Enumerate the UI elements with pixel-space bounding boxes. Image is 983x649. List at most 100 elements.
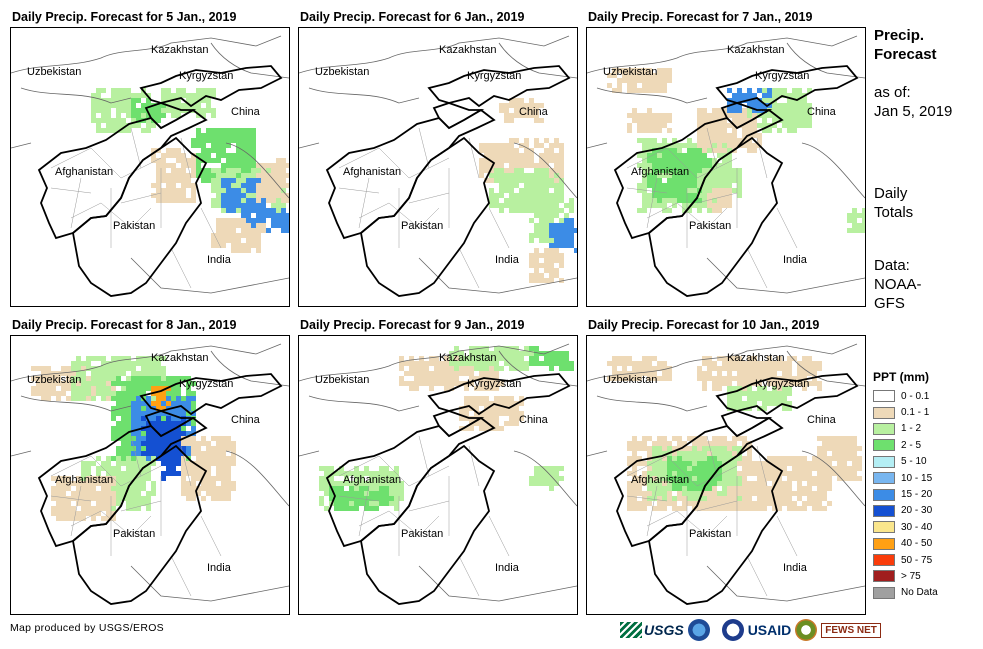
precip-cell — [524, 193, 529, 198]
precip-cell — [81, 381, 86, 386]
precip-cell — [156, 366, 161, 371]
precip-cell — [539, 193, 544, 198]
precip-cell — [96, 88, 101, 93]
precip-cell — [231, 183, 236, 188]
precip-cell — [712, 173, 717, 178]
precip-cell — [682, 198, 687, 203]
precip-cell — [652, 78, 657, 83]
precip-cell — [647, 123, 652, 128]
precip-cell — [717, 188, 722, 193]
precip-cell — [847, 213, 852, 218]
precip-cell — [126, 93, 131, 98]
precip-cell — [71, 366, 76, 371]
precip-cell — [206, 168, 211, 173]
precip-cell — [251, 233, 256, 238]
precip-cell — [211, 108, 216, 113]
precip-cell — [662, 198, 667, 203]
precip-cell — [111, 381, 116, 386]
precip-cell — [246, 218, 251, 223]
precip-cell — [166, 88, 171, 93]
precip-cell — [141, 361, 146, 366]
precip-cell — [176, 148, 181, 153]
precip-cell — [534, 208, 539, 213]
precip-cell — [266, 193, 271, 198]
precip-cell — [559, 253, 564, 258]
precip-cell — [652, 143, 657, 148]
precip-cell — [509, 163, 514, 168]
precip-cell — [499, 158, 504, 163]
precip-cell — [141, 391, 146, 396]
precip-cell — [767, 103, 772, 108]
precip-cell — [221, 238, 226, 243]
precip-cell — [662, 78, 667, 83]
precip-cell — [101, 361, 106, 366]
precip-cell — [622, 73, 627, 78]
precip-cell — [116, 103, 121, 108]
precip-cell — [211, 233, 216, 238]
precip-cell — [549, 218, 554, 223]
precip-cell — [221, 233, 226, 238]
precip-cell — [176, 108, 181, 113]
precip-cell — [41, 366, 46, 371]
precip-cell — [236, 233, 241, 238]
precip-cell — [484, 158, 489, 163]
precip-cell — [91, 356, 96, 361]
precip-cell — [96, 366, 101, 371]
precip-cell — [191, 391, 196, 396]
precip-cell — [231, 153, 236, 158]
precip-cell — [211, 113, 216, 118]
precip-cell — [126, 381, 131, 386]
precip-cell — [41, 376, 46, 381]
precip-cell — [156, 188, 161, 193]
precip-cell — [534, 248, 539, 253]
precip-cell — [712, 168, 717, 173]
precip-cell — [271, 173, 276, 178]
precip-cell — [116, 411, 121, 416]
precip-cell — [544, 268, 549, 273]
precip-cell — [677, 143, 682, 148]
precip-cell — [737, 193, 742, 198]
precip-cell — [792, 128, 797, 133]
precip-cell — [106, 391, 111, 396]
precip-cell — [772, 108, 777, 113]
precip-cell — [667, 153, 672, 158]
precip-cell — [161, 108, 166, 113]
precip-cell — [707, 198, 712, 203]
precip-cell — [121, 371, 126, 376]
precip-cell — [682, 178, 687, 183]
precip-cell — [797, 93, 802, 98]
precip-cell — [722, 143, 727, 148]
precip-cell — [181, 396, 186, 401]
precip-cell — [737, 173, 742, 178]
precip-cell — [554, 203, 559, 208]
precip-cell — [509, 158, 514, 163]
precip-cell — [637, 183, 642, 188]
precip-cell — [647, 203, 652, 208]
precip-cell — [96, 98, 101, 103]
precip-cell — [86, 386, 91, 391]
precip-cell — [231, 223, 236, 228]
precip-cell — [116, 88, 121, 93]
precip-cell — [732, 108, 737, 113]
precip-cell — [672, 173, 677, 178]
precip-cell — [509, 138, 514, 143]
precip-cell — [216, 223, 221, 228]
precip-cell — [246, 138, 251, 143]
precip-cell — [266, 183, 271, 188]
precip-cell — [539, 178, 544, 183]
precip-cell — [271, 163, 276, 168]
precip-cell — [702, 128, 707, 133]
precip-cell — [509, 203, 514, 208]
precip-cell — [111, 356, 116, 361]
precip-cell — [607, 73, 612, 78]
precip-cell — [637, 68, 642, 73]
precip-cell — [682, 168, 687, 173]
precip-cell — [256, 213, 261, 218]
precip-cell — [767, 88, 772, 93]
precip-cell — [742, 118, 747, 123]
precip-cell — [201, 143, 206, 148]
precip-cell — [221, 228, 226, 233]
precip-cell — [241, 173, 246, 178]
precip-cell — [111, 386, 116, 391]
precip-cell — [256, 188, 261, 193]
